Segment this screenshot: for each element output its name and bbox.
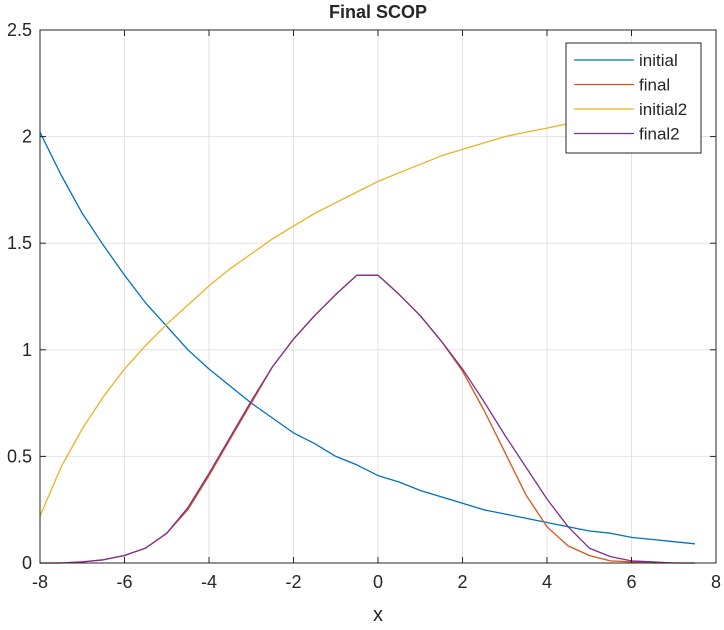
x-tick-label: -8 bbox=[32, 572, 48, 592]
y-tick-label: 2 bbox=[22, 127, 32, 147]
y-tick-label: 2.5 bbox=[7, 20, 32, 40]
legend-label-final: final bbox=[639, 76, 670, 95]
x-tick-label: 8 bbox=[711, 572, 721, 592]
y-tick-label: 0 bbox=[22, 553, 32, 573]
chart-title: Final SCOP bbox=[329, 2, 427, 22]
ticks bbox=[39, 29, 717, 564]
x-tick-label: 2 bbox=[457, 572, 467, 592]
x-tick-label: 6 bbox=[626, 572, 636, 592]
x-axis-label: x bbox=[373, 604, 383, 625]
series-line-final2 bbox=[40, 274, 695, 564]
y-tick-label: 0.5 bbox=[7, 446, 32, 466]
x-tick-label: 0 bbox=[373, 572, 383, 592]
legend: initial final initial2 final2 bbox=[565, 42, 702, 154]
legend-label-initial2: initial2 bbox=[639, 100, 687, 119]
series-line-initial bbox=[39, 132, 695, 545]
x-tick-label: -4 bbox=[201, 572, 217, 592]
tick-labels: -8 -6 -4 -2 0 2 4 6 8 0 0.5 1 1.5 2 2.5 bbox=[7, 20, 721, 592]
legend-label-initial: initial bbox=[639, 51, 678, 70]
x-tick-label: -2 bbox=[285, 572, 301, 592]
legend-box bbox=[565, 42, 702, 154]
x-tick-label: 4 bbox=[542, 572, 552, 592]
y-tick-label: 1.5 bbox=[7, 233, 32, 253]
x-tick-label: -6 bbox=[116, 572, 132, 592]
legend-label-final2: final2 bbox=[639, 125, 680, 144]
y-tick-label: 1 bbox=[22, 340, 32, 360]
